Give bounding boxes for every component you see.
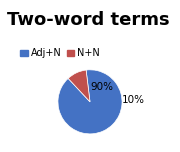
Legend: Adj+N, N+N: Adj+N, N+N: [19, 47, 101, 59]
Text: Two-word terms: Two-word terms: [7, 11, 170, 29]
Wedge shape: [58, 70, 122, 134]
Wedge shape: [68, 70, 90, 102]
Text: 10%: 10%: [122, 95, 145, 105]
Text: 90%: 90%: [90, 82, 113, 92]
